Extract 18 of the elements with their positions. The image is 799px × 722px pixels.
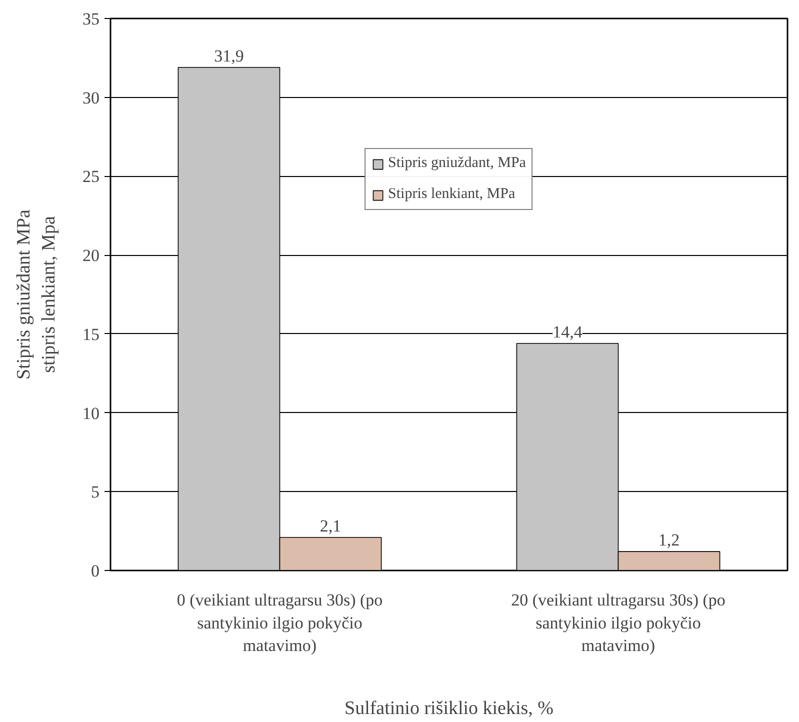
y-tick-label: 25 (82, 167, 100, 186)
data-label: 14,4 (552, 322, 583, 342)
y-tick-label: 20 (82, 246, 100, 266)
legend-label: Stipris gniuždant, MPa (388, 155, 526, 172)
x-axis-title: Sulfatinio rišiklio kiekis, % (344, 698, 554, 720)
y-tick-label: 30 (82, 88, 100, 108)
legend-label: Stipris lenkiant, MPa (388, 186, 516, 203)
y-tick-label: 10 (82, 404, 100, 423)
y-tick-label: 35 (82, 10, 100, 28)
data-label: 31,9 (214, 46, 244, 66)
x-tick-label: 20 (veikiant ultragarsu 30s) (po santykinio ilgio pokyčio matavimo) (511, 590, 726, 656)
y-tick-label: 0 (91, 562, 100, 580)
y-tick-label: 5 (91, 482, 100, 502)
x-tick-label: 0 (veikiant ultragarsu 30s) (po santykinio ilgio pokyčio matavimo) (176, 590, 383, 656)
data-label: 2,1 (320, 516, 342, 536)
y-tick-label: 15 (82, 324, 100, 344)
data-label: 1,2 (658, 530, 680, 550)
y-axis-title: Stipris gniuždant MPa stipris lenkiant, Mpa (13, 208, 60, 380)
